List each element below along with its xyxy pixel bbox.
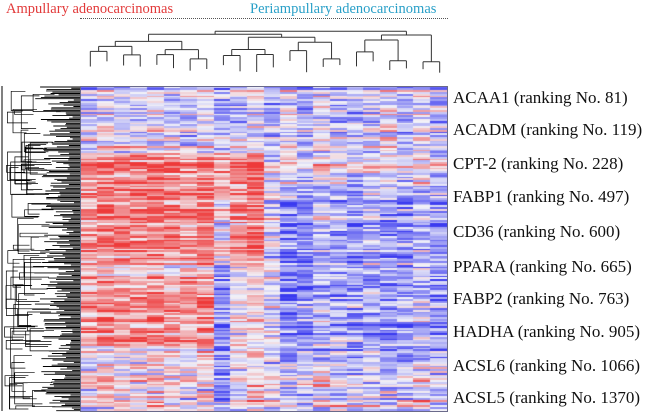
gene-label-fabp2: FABP2 (ranking No. 763) <box>453 289 630 308</box>
gene-label-hadha: HADHA (ranking No. 905) <box>453 322 640 341</box>
gene-label-cpt2: CPT-2 (ranking No. 228) <box>453 154 624 173</box>
gene-label-cd36: CD36 (ranking No. 600) <box>453 222 621 241</box>
row-dendrogram <box>1 86 80 412</box>
gene-label-list: ACAA1 (ranking No. 81) ACADM (ranking No… <box>453 86 658 412</box>
row-dendrogram-leaves <box>31 86 80 412</box>
group-label-ampullary: Ampullary adenocarcinomas <box>6 1 174 17</box>
heatmap-panel <box>80 86 448 412</box>
group-label-periampullary: Periampullary adenocarcinomas <box>250 1 437 17</box>
column-dendrogram <box>89 30 441 73</box>
group-divider-line <box>80 18 448 19</box>
heatmap <box>81 87 447 411</box>
gene-label-fabp1: FABP1 (ranking No. 497) <box>453 187 630 206</box>
row-dendrogram-branches <box>4 90 61 410</box>
gene-label-ppara: PPARA (ranking No. 665) <box>453 257 632 276</box>
gene-label-acsl6: ACSL6 (ranking No. 1066) <box>453 356 640 375</box>
gene-label-acadm: ACADM (ranking No. 119) <box>453 120 643 139</box>
gene-label-acsl5: ACSL5 (ranking No. 1370) <box>453 388 640 407</box>
gene-label-acaa1: ACAA1 (ranking No. 81) <box>453 88 628 107</box>
